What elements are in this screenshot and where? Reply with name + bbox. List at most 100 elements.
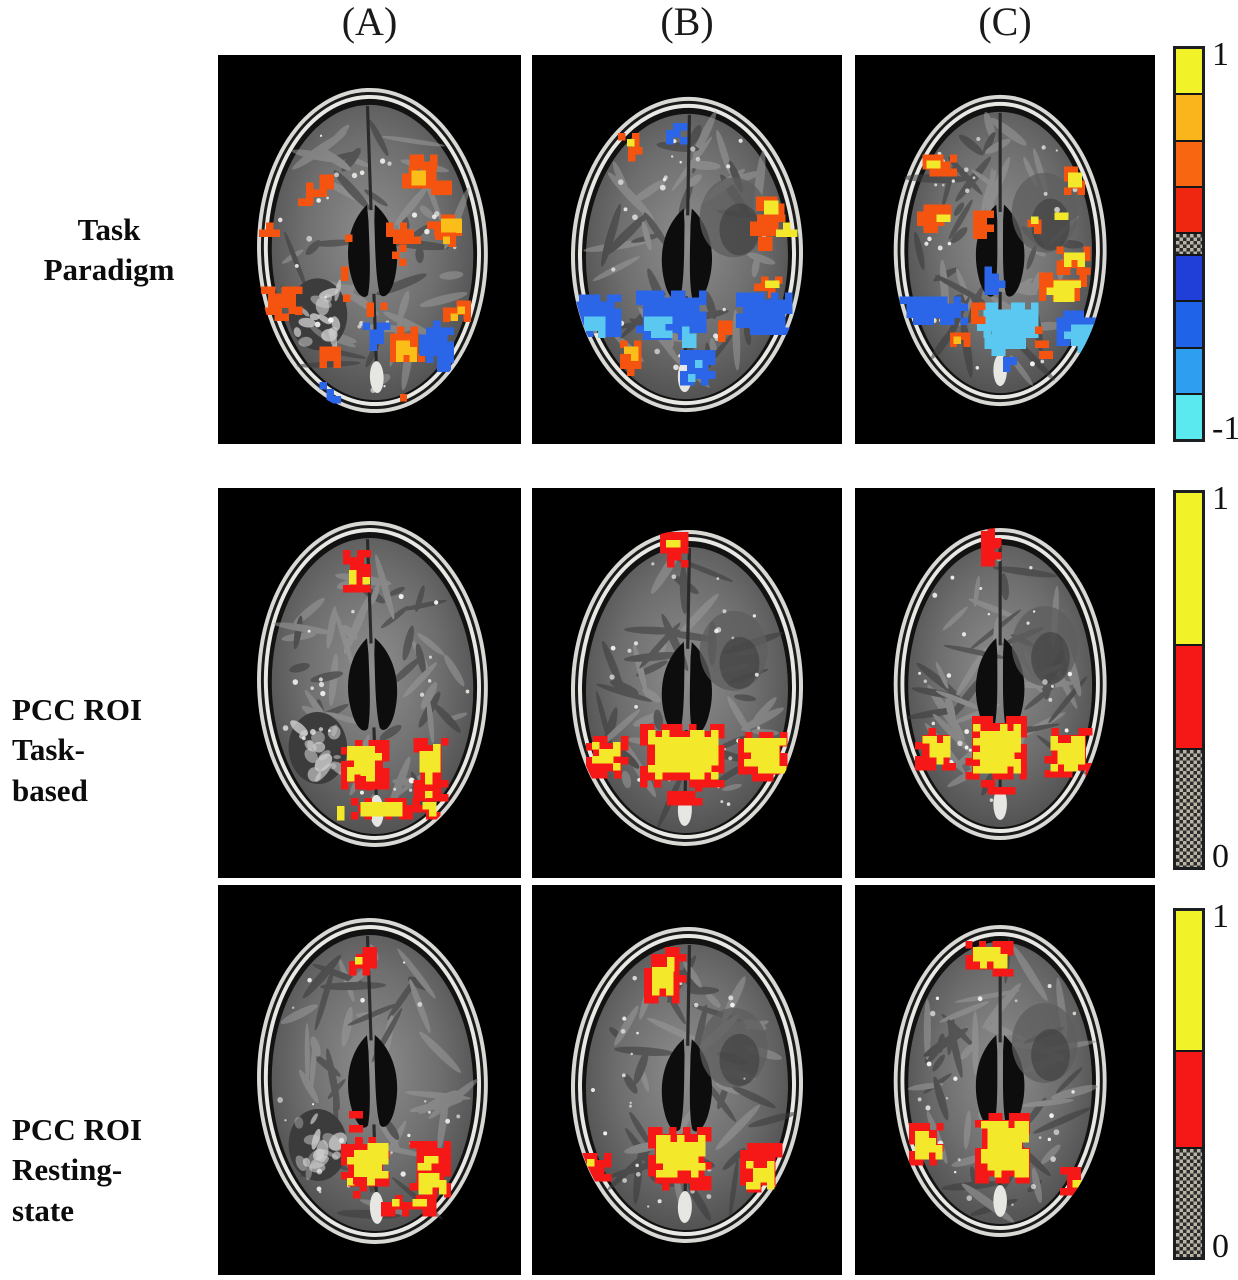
colorbar-segment-amber (1176, 93, 1202, 140)
brain-panel-task-paradigm-C (855, 55, 1155, 444)
colorbar-segment-yellow (1176, 49, 1202, 94)
activation-blob (399, 394, 408, 402)
brain-panel-pcc-rest-B (532, 885, 842, 1275)
row-label-task-paradigm: Task Paradigm (6, 210, 212, 291)
activation-blob (395, 340, 418, 362)
brain-panel-task-paradigm-B (532, 55, 842, 444)
activation-blob (973, 210, 994, 240)
activation-blob (922, 736, 951, 765)
task-paradigm-colorbar-wrap (1173, 46, 1205, 442)
brain-slice-image (532, 885, 842, 1275)
activation-blob (431, 180, 453, 196)
activation-blob (1054, 212, 1069, 221)
brain-panel-task-paradigm-A (218, 55, 521, 444)
activation-blob (986, 534, 1001, 556)
colorbar-segment-threshold-gap (1176, 1146, 1202, 1257)
task-paradigm-colorbar-top-label: 1 (1212, 36, 1229, 73)
activation-blob (1031, 216, 1039, 225)
colorbar-segment-red (1176, 643, 1202, 748)
pcc-roi-task-based-colorbar-wrap (1173, 490, 1205, 870)
activation-blob (366, 302, 388, 317)
brain-slice-image (532, 488, 842, 878)
activation-blob (936, 214, 951, 223)
activation-blob (688, 360, 703, 382)
activation-blob (628, 146, 643, 162)
colorbar-segment-threshold-gap (1176, 747, 1202, 867)
activation-blob (899, 296, 968, 325)
brain-slice-image (855, 55, 1155, 444)
activation-blob (758, 236, 773, 252)
brain-panel-pcc-task-B (532, 488, 842, 878)
activation-blob (343, 294, 351, 302)
activation-blob (348, 570, 371, 585)
activation-blob (1064, 252, 1085, 268)
activation-blob (450, 306, 465, 321)
activation-blob (362, 322, 391, 351)
activation-blob (337, 806, 345, 821)
brain-slice-image (855, 885, 1155, 1275)
activation-blob (358, 776, 374, 791)
colorbar-segment-yellow (1176, 493, 1202, 644)
row-label-pcc-roi-task-based: PCC ROI Task-based (6, 690, 212, 811)
column-header-B: (B) (660, 0, 714, 44)
activation-blob (765, 280, 780, 289)
activation-blob (341, 266, 349, 282)
pcc-roi-task-based-colorbar-bottom-label: 0 (1212, 838, 1229, 875)
brain-slice-image (218, 885, 521, 1275)
activation-blob (391, 244, 407, 267)
column-header-C: (C) (978, 0, 1032, 44)
activation-blob (411, 170, 426, 186)
activation-blob (736, 292, 793, 335)
activation-blob (926, 160, 941, 169)
colorbar-segment-red (1176, 185, 1202, 233)
colorbar-segment-threshold-gap (1176, 232, 1202, 254)
activation-blob (319, 346, 341, 368)
colorbar-segment-blue (1176, 300, 1202, 347)
activation-blob (386, 222, 421, 245)
row-label-line: PCC ROI (12, 1112, 143, 1147)
activation-blob (666, 540, 681, 548)
activation-blob (984, 266, 1006, 295)
row-label-line: Task (77, 212, 141, 247)
pcc-roi-task-based-colorbar (1173, 490, 1205, 870)
activation-blob (953, 336, 962, 344)
activation-blob (644, 316, 673, 338)
activation-blob (345, 234, 353, 243)
activation-blob (419, 744, 441, 773)
activation-blob (319, 382, 341, 404)
activation-blob (667, 784, 703, 806)
brain-panel-pcc-task-A (218, 488, 521, 878)
brain-panel-pcc-rest-C (855, 885, 1155, 1275)
activation-blob (298, 198, 313, 207)
column-header-A: (A) (341, 0, 398, 44)
task-paradigm-colorbar-bottom-label: -1 (1212, 410, 1238, 447)
pcc-roi-resting-state-colorbar-bottom-label: 0 (1212, 1228, 1229, 1265)
brain-slice-image (218, 488, 521, 878)
activation-blob (718, 320, 733, 342)
colorbar-segment-cyan (1176, 392, 1202, 440)
pcc-roi-resting-state-colorbar-top-label: 1 (1212, 898, 1229, 935)
activation-blob (391, 1199, 427, 1207)
brain-slice-image (218, 55, 521, 444)
activation-blob (417, 1156, 439, 1171)
activation-blob (618, 132, 640, 148)
activation-blob (750, 214, 786, 237)
activation-blob (984, 320, 1026, 356)
activation-blob (1003, 357, 1018, 372)
row-label-line: Paradigm (43, 252, 175, 288)
activation-blob (667, 957, 675, 972)
activation-blob (440, 218, 462, 234)
row-label-line: Resting- (12, 1152, 123, 1188)
activation-blob (1038, 351, 1053, 359)
activation-blob (319, 174, 334, 190)
activation-blob (436, 350, 452, 372)
activation-blob (680, 350, 716, 386)
activation-blob (624, 346, 639, 361)
activation-blob (656, 1135, 706, 1178)
activation-blob (666, 122, 688, 145)
colorbar-segment-red (1176, 1050, 1202, 1147)
activation-blob (1046, 280, 1082, 302)
activation-blob (1050, 736, 1085, 772)
activation-blob (973, 947, 1008, 969)
activation-blob (627, 138, 635, 147)
